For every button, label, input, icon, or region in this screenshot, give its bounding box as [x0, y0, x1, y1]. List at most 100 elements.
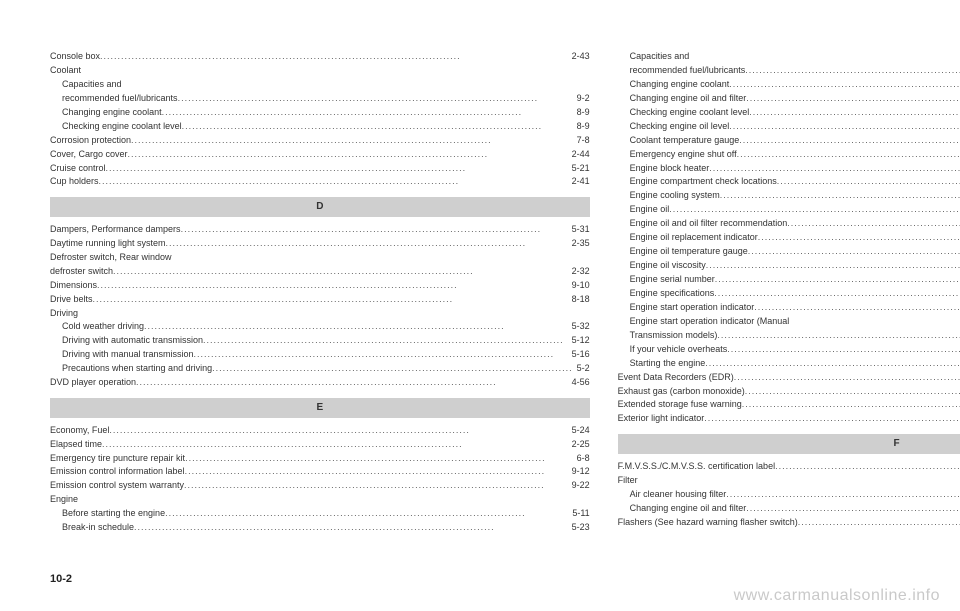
index-entry: Filter	[618, 474, 960, 488]
leader-dots	[715, 273, 960, 287]
leader-dots	[709, 162, 960, 176]
leader-dots	[128, 148, 568, 162]
index-entry: Flashers (See hazard warning flasher swi…	[618, 516, 960, 530]
entry-label: Transmission models)	[630, 329, 718, 343]
entry-label: Event Data Recorders (EDR)	[618, 371, 734, 385]
entry-label: Driving	[50, 307, 78, 321]
index-entry: Starting the engine5-11	[618, 357, 960, 371]
index-entry: Emission control information label9-12	[50, 465, 590, 479]
entry-label: Precautions when starting and driving	[62, 362, 212, 376]
index-entry: Emission control system warranty9-22	[50, 479, 590, 493]
leader-dots	[714, 287, 960, 301]
leader-dots	[746, 502, 960, 516]
index-entry: Exterior light indicator2-15	[618, 412, 960, 426]
leader-dots	[81, 64, 590, 78]
entry-label: Engine serial number	[630, 273, 715, 287]
entry-page: 5-24	[568, 424, 590, 438]
index-entry: Changing engine oil and filter8-10	[618, 502, 960, 516]
leader-dots	[165, 507, 568, 521]
entry-page: 7-8	[573, 134, 590, 148]
index-entry: Engine oil viscosity9-6	[618, 259, 960, 273]
leader-dots	[212, 362, 573, 376]
index-entry: Elapsed time2-25	[50, 438, 590, 452]
entry-label: Cruise control	[50, 162, 106, 176]
leader-dots	[109, 424, 567, 438]
index-columns: Console box2-43CoolantCapacities andreco…	[50, 50, 910, 560]
leader-dots	[777, 175, 960, 189]
leader-dots	[706, 259, 960, 273]
entry-label: Engine start operation indicator	[630, 301, 755, 315]
leader-dots	[172, 251, 590, 265]
entry-label: Engine oil	[630, 203, 670, 217]
leader-dots	[748, 245, 960, 259]
watermark: www.carmanualsonline.info	[734, 587, 940, 605]
entry-label: If your vehicle overheats	[630, 343, 728, 357]
leader-dots	[185, 465, 568, 479]
index-entry: Exhaust gas (carbon monoxide)5-2	[618, 385, 960, 399]
leader-dots	[203, 334, 568, 348]
entry-label: Capacities and	[630, 50, 690, 64]
entry-label: recommended fuel/lubricants	[630, 64, 746, 78]
leader-dots	[162, 106, 573, 120]
index-entry: Engine oil and oil filter recommendation…	[618, 217, 960, 231]
leader-dots	[93, 293, 568, 307]
leader-dots	[745, 64, 960, 78]
entry-label: Extended storage fuse warning	[618, 398, 742, 412]
entry-page: 5-11	[568, 507, 589, 521]
index-entry: Engine compartment check locations8-7	[618, 175, 960, 189]
entry-label: Economy, Fuel	[50, 424, 109, 438]
leader-dots	[705, 357, 960, 371]
entry-label: Console box	[50, 50, 100, 64]
index-entry: Changing engine coolant8-9	[50, 106, 590, 120]
leader-dots	[144, 320, 568, 334]
entry-label: Defroster switch, Rear window	[50, 251, 172, 265]
index-entry: Driving	[50, 307, 590, 321]
leader-dots	[734, 371, 960, 385]
leader-dots	[78, 307, 590, 321]
entry-label: Before starting the engine	[62, 507, 165, 521]
entry-label: Daytime running light system	[50, 237, 166, 251]
entry-label: Cup holders	[50, 175, 99, 189]
entry-label: Exhaust gas (carbon monoxide)	[618, 385, 745, 399]
index-entry: Dampers, Performance dampers 5-31	[50, 223, 590, 237]
index-entry: Console box 2-43	[50, 50, 590, 64]
leader-dots	[182, 120, 573, 134]
entry-page: 8-9	[573, 106, 590, 120]
entry-label: Engine oil viscosity	[630, 259, 706, 273]
index-entry: recommended fuel/lubricants9-2	[50, 92, 590, 106]
leader-dots	[775, 460, 960, 474]
entry-label: Coolant	[50, 64, 81, 78]
index-entry: Emergency tire puncture repair kit6-8	[50, 452, 590, 466]
entry-label: Engine specifications	[630, 287, 715, 301]
entry-page: 9-22	[568, 479, 590, 493]
leader-dots	[739, 134, 960, 148]
index-entry: Cold weather driving5-32	[50, 320, 590, 334]
index-entry: Engine serial number9-12	[618, 273, 960, 287]
entry-label: Capacities and	[62, 78, 122, 92]
entry-page: 2-35	[568, 237, 590, 251]
entry-label: Cold weather driving	[62, 320, 144, 334]
leader-dots	[78, 493, 590, 507]
index-entry: Driving with automatic transmission5-12	[50, 334, 590, 348]
entry-page: 5-23	[568, 521, 590, 535]
entry-page: 9-10	[568, 279, 590, 293]
index-entry: Engine oil8-10	[618, 203, 960, 217]
leader-dots	[97, 279, 568, 293]
index-entry: Defroster switch, Rear window	[50, 251, 590, 265]
entry-label: Checking engine oil level	[630, 120, 730, 134]
entry-label: Engine	[50, 493, 78, 507]
index-entry: Cover, Cargo cover2-44	[50, 148, 590, 162]
entry-page: 5-12	[568, 334, 590, 348]
index-entry: Changing engine coolant8-9	[618, 78, 960, 92]
entry-label: Checking engine coolant level	[630, 106, 750, 120]
entry-page: 2-43	[568, 50, 590, 64]
entry-page: 4-56	[568, 376, 590, 390]
section-heading: D	[50, 197, 590, 217]
entry-label: Engine oil and oil filter recommendation	[630, 217, 788, 231]
index-entry: Coolant	[50, 64, 590, 78]
index-entry: Event Data Recorders (EDR)9-24	[618, 371, 960, 385]
entry-label: Flashers (See hazard warning flasher swi…	[618, 516, 798, 530]
index-entry: Checking engine oil level8-10	[618, 120, 960, 134]
entry-page: 5-31	[568, 223, 590, 237]
entry-label: Dampers, Performance dampers	[50, 223, 181, 237]
